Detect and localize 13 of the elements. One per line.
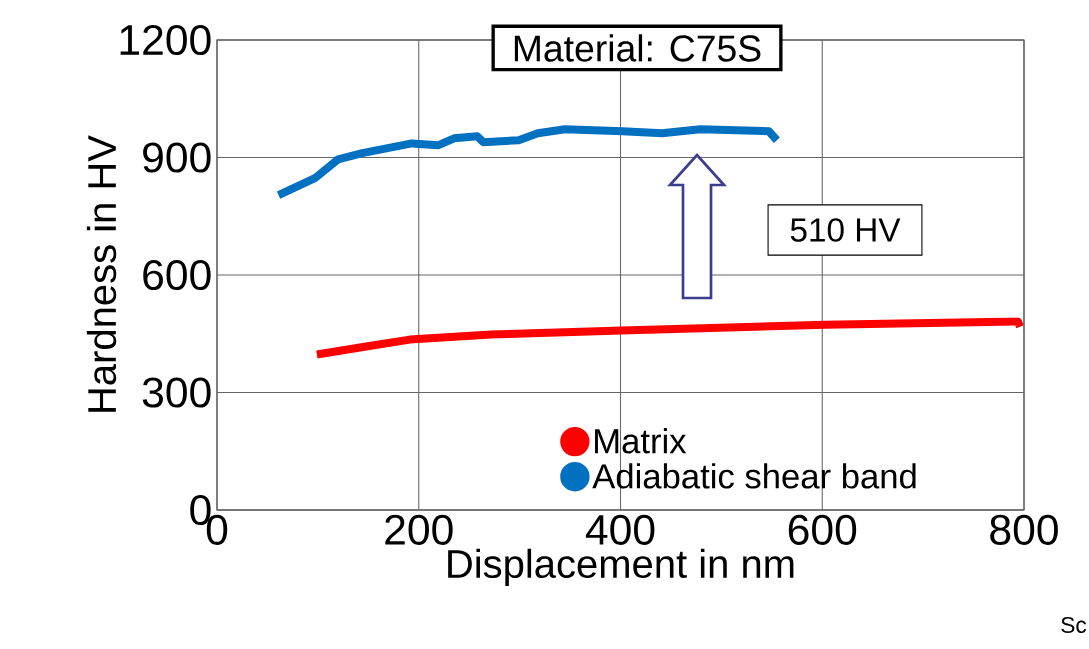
y-tick-label: 300 — [142, 377, 211, 408]
x-tick-label: 800 — [990, 514, 1058, 545]
annotation: 510 HV — [790, 218, 901, 242]
x-tick-label: 200 — [385, 514, 453, 545]
x-axis-title: Displacement in nm — [448, 548, 794, 587]
x-tick-label: 600 — [788, 514, 857, 545]
text: Sc — [1061, 616, 1087, 634]
y-tick-label: 1200 — [120, 24, 211, 56]
y-axis-title: Hardness in HV — [86, 135, 117, 412]
y-tick-label: 600 — [143, 259, 211, 291]
annotation: Material: C75S — [514, 34, 761, 62]
y-tick-label: 900 — [143, 142, 211, 173]
x-tick-label: 400 — [585, 514, 655, 545]
